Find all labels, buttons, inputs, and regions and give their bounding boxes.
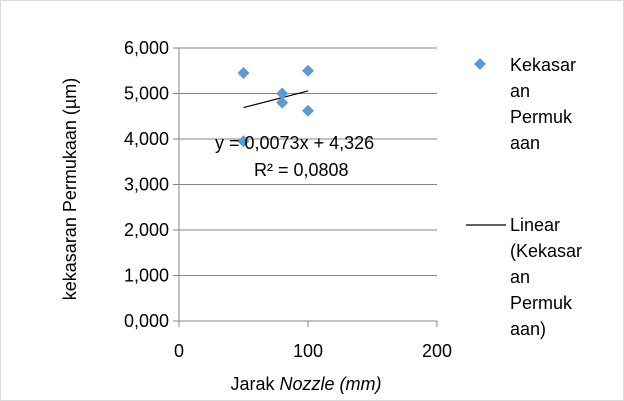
x-tick-label: 0 — [174, 341, 184, 361]
x-tick-label: 100 — [293, 341, 323, 361]
data-point — [302, 64, 314, 77]
legend-trendline-label-line: an — [510, 267, 530, 287]
trendline-r-squared: R² = 0,0808 — [254, 160, 349, 180]
trendline — [243, 90, 309, 109]
data-point — [302, 104, 314, 117]
trendline-equation: y = 0,0073x + 4,326 — [215, 133, 374, 153]
trendline-layer — [243, 90, 309, 109]
y-tick-label: 6,000 — [124, 38, 169, 58]
y-axis-title: kekasaran Permukaan (µm) — [60, 78, 80, 300]
legend-trendline-label: Linear (Kekasar an Permuk aan) — [510, 215, 582, 339]
data-point — [237, 135, 250, 148]
y-tick-label: 3,000 — [124, 175, 169, 195]
x-tick-label: 200 — [422, 341, 452, 361]
legend: Kekasar an Permuk aan Linear (Kekasar an Permu… — [466, 55, 582, 339]
x-axis-title: Jarak Nozzle (mm) — [230, 374, 381, 394]
data-point — [237, 67, 250, 80]
x-axis-title-plain: Jarak — [230, 374, 279, 394]
legend-trendline-label-line: aan) — [510, 319, 546, 339]
legend-trendline-label-line: Linear — [510, 215, 560, 235]
legend-marker-diamond — [474, 58, 486, 70]
y-tick-label: 1,000 — [124, 266, 169, 286]
gridlines — [179, 47, 437, 276]
data-points — [237, 64, 314, 148]
legend-series-label-line: an — [510, 81, 530, 101]
legend-series-label-line: Permuk — [510, 107, 573, 127]
y-tick-label: 4,000 — [124, 129, 169, 149]
legend-trendline-label-line: (Kekasar — [510, 241, 582, 261]
data-point — [276, 96, 289, 109]
y-tick-label: 0,000 — [124, 311, 169, 331]
legend-trendline-label-line: Permuk — [510, 293, 573, 313]
y-tick-label: 5,000 — [124, 84, 169, 104]
axes: 0,000 1,000 2,000 3,000 4,000 5,000 6,000 0 100 2… — [124, 38, 452, 361]
legend-series-label-line: Kekasar — [510, 55, 576, 75]
x-axis-title-italic: Nozzle (mm) — [280, 374, 382, 394]
legend-series-label: Kekasar an Permuk aan — [510, 55, 576, 153]
data-point — [276, 87, 289, 100]
legend-series-label-line: aan — [510, 133, 540, 153]
y-tick-label: 2,000 — [124, 220, 169, 240]
